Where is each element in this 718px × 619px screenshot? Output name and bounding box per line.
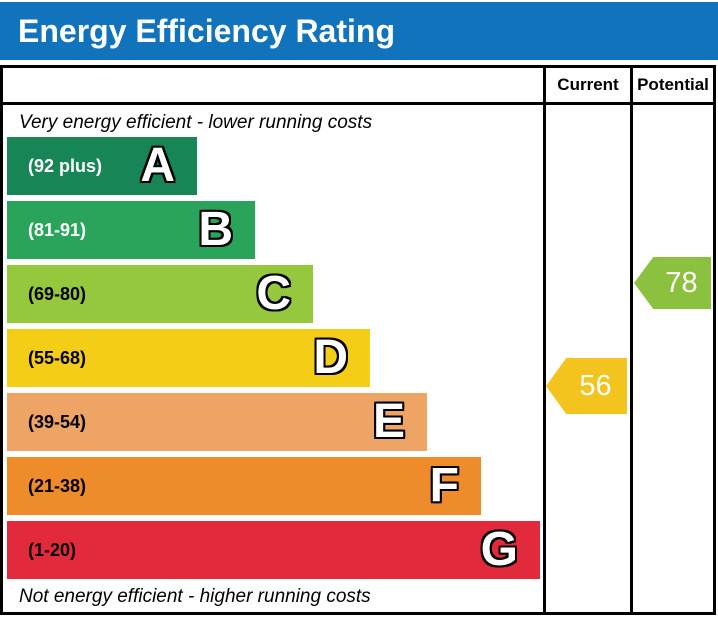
band-g-letter: G [480,523,518,576]
current-column: 56 [543,105,630,612]
potential-column-header: Potential [630,68,713,102]
rating-bands: (92 plus) A (81-91) B (69-80) C (55-68) … [3,137,543,579]
header-spacer [3,68,543,102]
band-b-range: (81-91) [28,219,87,240]
band-f-letter: F [429,459,459,512]
current-column-header: Current [543,68,630,102]
band-b-letter: B [198,203,233,256]
band-c-range: (69-80) [28,283,87,304]
band-c: (69-80) C [7,265,313,323]
bands-area: Very energy efficient - lower running co… [3,105,543,612]
table-header-row: Current Potential [3,68,713,105]
band-a-letter: A [140,139,175,192]
band-e: (39-54) E [7,393,427,451]
band-c-letter: C [256,267,291,320]
table-body: Very energy efficient - lower running co… [3,105,713,612]
potential-rating-value: 78 [665,266,698,299]
bottom-caption: Not energy efficient - higher running co… [19,586,371,607]
rating-table: Current Potential Very energy efficient … [0,65,716,615]
band-g-range: (1-20) [28,539,77,560]
band-f: (21-38) F [7,457,481,515]
band-e-range: (39-54) [28,411,87,432]
band-d-range: (55-68) [28,347,87,368]
title-bar: Energy Efficiency Rating [0,2,718,60]
band-e-letter: E [372,395,405,448]
page-title: Energy Efficiency Rating [18,12,395,49]
potential-rating-arrow: 78 [634,257,711,309]
band-d-letter: D [313,331,348,384]
band-g: (1-20) G [7,521,540,579]
band-f-range: (21-38) [28,475,87,496]
current-rating-value: 56 [579,369,612,402]
band-a: (92 plus) A [7,137,197,195]
band-b: (81-91) B [7,201,255,259]
band-a-range: (92 plus) [28,155,103,176]
current-rating-arrow: 56 [546,358,627,414]
potential-column: 78 [630,105,713,612]
band-d: (55-68) D [7,329,370,387]
top-caption: Very energy efficient - lower running co… [19,112,373,133]
